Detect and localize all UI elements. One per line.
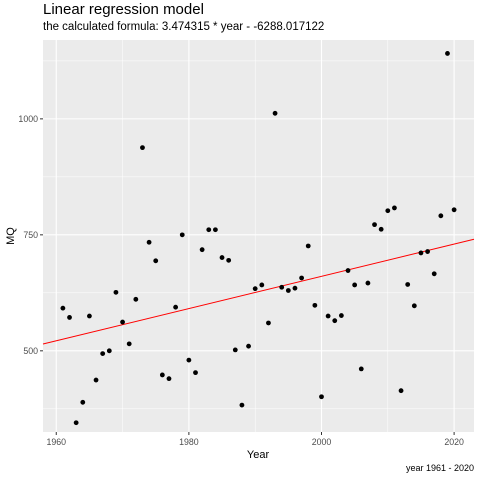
data-point <box>67 315 72 320</box>
y-tick-label: 750 <box>23 230 38 240</box>
data-point <box>312 302 318 308</box>
data-point <box>252 286 258 292</box>
data-point <box>385 208 391 214</box>
data-point <box>378 226 384 232</box>
data-point <box>106 348 112 354</box>
data-point <box>153 258 159 264</box>
data-point <box>398 388 404 394</box>
y-tick-label: 500 <box>23 346 38 356</box>
data-point <box>411 303 417 309</box>
data-point <box>338 313 344 318</box>
y-axis-title: MQ <box>5 227 17 245</box>
regression-layer <box>42 238 475 345</box>
data-point <box>418 250 424 256</box>
data-point <box>73 420 79 426</box>
data-point <box>438 213 444 219</box>
data-point <box>213 227 218 233</box>
data-point <box>140 145 145 151</box>
data-point <box>193 370 198 376</box>
data-point <box>305 243 311 249</box>
x-tick-label: 2020 <box>444 437 464 447</box>
data-point <box>266 320 271 326</box>
points-layer <box>60 51 457 426</box>
x-tick-label: 1960 <box>46 437 66 447</box>
data-point <box>372 222 377 228</box>
data-point <box>246 343 251 349</box>
data-point <box>451 207 457 213</box>
data-point <box>405 282 411 287</box>
data-point <box>259 282 265 288</box>
data-point <box>358 366 364 372</box>
y-tick-label: 1000 <box>18 114 38 124</box>
data-point <box>113 289 119 295</box>
data-point <box>133 296 139 302</box>
data-point <box>100 351 106 356</box>
data-point <box>445 51 450 56</box>
y-axis: 500 750 1000 <box>18 114 43 356</box>
data-point <box>146 239 152 245</box>
x-tick-label: 1980 <box>179 437 199 447</box>
data-point <box>325 313 331 319</box>
data-point <box>352 282 358 288</box>
data-point <box>60 305 66 311</box>
data-point <box>166 376 172 382</box>
data-point <box>80 399 86 405</box>
x-axis: 1960 1980 2000 2020 <box>46 432 464 447</box>
data-point <box>319 394 324 400</box>
data-point <box>120 319 125 325</box>
data-point <box>206 227 212 233</box>
grid-minor <box>43 40 474 432</box>
chart-caption: year 1961 - 2020 <box>405 463 474 473</box>
grid-major <box>43 40 474 432</box>
data-point <box>345 268 351 273</box>
data-point <box>126 341 132 347</box>
data-point <box>431 271 437 277</box>
x-axis-title: Year <box>247 449 270 461</box>
data-point <box>299 275 304 281</box>
data-point <box>392 205 397 211</box>
plot-panel <box>43 40 474 432</box>
data-point <box>272 110 278 116</box>
data-point <box>279 284 285 290</box>
data-point <box>226 257 232 263</box>
data-point <box>285 288 291 293</box>
data-point <box>239 402 245 408</box>
chart-subtitle: the calculated formula: 3.474315 * year … <box>43 21 325 33</box>
data-point <box>93 377 99 383</box>
data-point <box>199 247 205 253</box>
data-point <box>159 372 165 378</box>
data-point <box>425 249 430 254</box>
data-point <box>179 232 185 238</box>
data-point <box>292 285 298 291</box>
data-point <box>219 255 225 260</box>
data-point <box>186 357 192 363</box>
data-point <box>365 280 371 286</box>
data-point <box>232 347 238 353</box>
regression-line <box>42 238 475 345</box>
data-point <box>87 313 92 319</box>
data-point <box>173 304 179 310</box>
data-point <box>332 318 338 324</box>
chart-title: Linear regression model <box>43 1 204 18</box>
x-tick-label: 2000 <box>312 437 332 447</box>
